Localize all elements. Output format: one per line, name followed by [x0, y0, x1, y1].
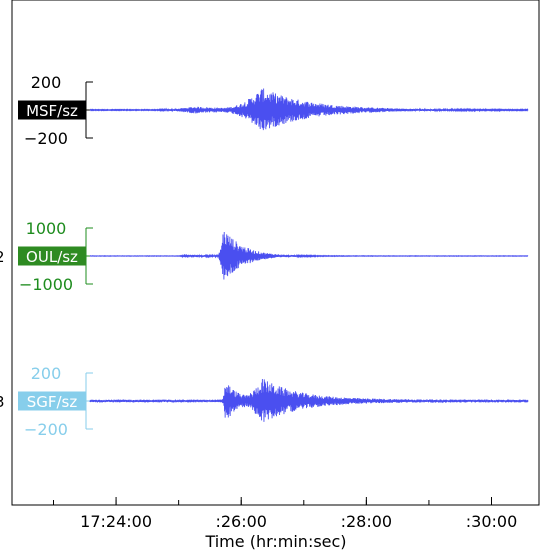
y-tick-label: −200 [24, 129, 68, 148]
waveform-trace [89, 88, 529, 131]
trace-index: 2 [0, 248, 5, 266]
x-tick-label: :28:00 [341, 512, 393, 531]
station-label-box [18, 246, 86, 266]
station-label-box [18, 391, 86, 411]
y-tick-label: 1000 [26, 219, 67, 238]
x-tick-label: :30:00 [466, 512, 518, 531]
series-sgf-sz: 200 −200 SGF/sz 3 [0, 364, 529, 439]
x-axis-label: Time (hr:min:sec) [204, 532, 346, 551]
series-layer: 200 −200 MSF/sz 1000 −1000 OUL/sz 2 200 −200 SGF/… [0, 73, 529, 439]
plot-frame [11, 0, 540, 506]
series-oul-sz: 1000 −1000 OUL/sz 2 [0, 219, 529, 294]
station-label-box [18, 100, 86, 120]
station-label: SGF/sz [27, 393, 78, 411]
trace-index: 3 [0, 393, 5, 411]
station-label: OUL/sz [26, 248, 78, 266]
y-tick-label: −200 [24, 420, 68, 439]
x-axis: 17:24:00 :26:00 :28:00 :30:00 [53, 497, 518, 531]
y-tick-label: 200 [31, 364, 62, 383]
y-tick-label: −1000 [19, 275, 73, 294]
y-tick-label: 200 [31, 73, 62, 92]
x-tick-label: :26:00 [215, 512, 267, 531]
series-msf-sz: 200 −200 MSF/sz [18, 73, 529, 148]
waveform-trace [89, 378, 529, 422]
station-label: MSF/sz [26, 102, 78, 120]
waveform-trace [89, 231, 529, 280]
x-tick-label: 17:24:00 [80, 512, 152, 531]
